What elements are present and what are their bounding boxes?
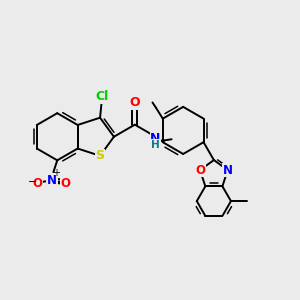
- Text: O: O: [130, 96, 140, 109]
- Text: O: O: [32, 177, 42, 190]
- Text: N: N: [223, 164, 233, 177]
- Text: Cl: Cl: [95, 90, 108, 103]
- Text: O: O: [60, 177, 70, 190]
- Text: O: O: [195, 164, 205, 177]
- Text: S: S: [96, 149, 105, 162]
- Text: H: H: [151, 140, 160, 150]
- Text: N: N: [47, 174, 57, 187]
- Text: +: +: [52, 168, 60, 178]
- Text: −: −: [28, 177, 38, 187]
- Text: N: N: [150, 132, 161, 145]
